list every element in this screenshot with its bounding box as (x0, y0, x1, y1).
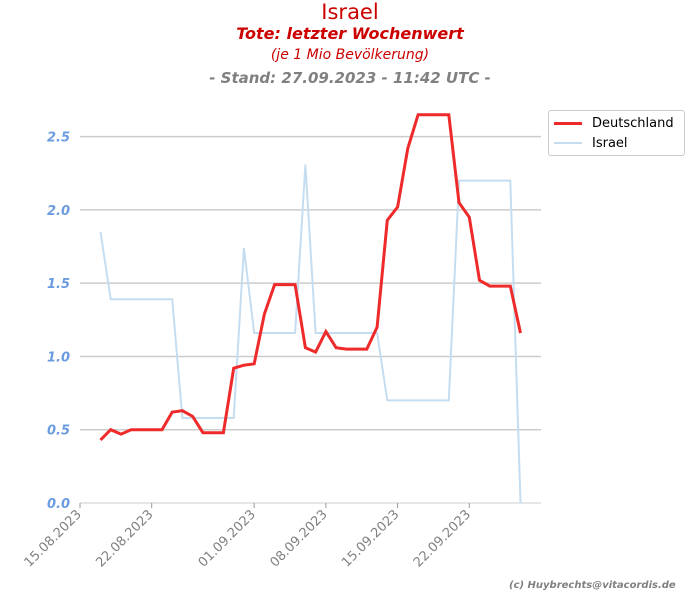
x-tick-label: 08.09.2023 (267, 507, 330, 570)
y-tick-label: 1.0 (47, 350, 70, 365)
x-tick-label: 22.08.2023 (93, 507, 156, 570)
chart-subtitle: Tote: letzter Wochenwert (236, 24, 464, 43)
legend-swatch-israel (554, 142, 582, 144)
legend: Deutschland Israel (548, 110, 685, 156)
legend-label-israel: Israel (592, 135, 628, 151)
y-tick-label: 2.0 (47, 204, 70, 219)
y-tick-label: 1.5 (47, 277, 70, 292)
series-line-deutschland (99, 113, 522, 442)
copyright-credit: (c) Huybrechts@vitacordis.de (509, 580, 676, 591)
chart-timestamp: - Stand: 27.09.2023 - 11:42 UTC - (209, 69, 491, 87)
chart-title: Israel (321, 0, 379, 24)
legend-item-israel: Israel (554, 134, 628, 152)
legend-swatch-deutschland (554, 121, 582, 125)
x-tick-label: 01.09.2023 (196, 507, 259, 570)
series-line-israel (99, 164, 522, 504)
legend-item-deutschland: Deutschland (554, 114, 674, 132)
x-tick-label: 22.09.2023 (411, 507, 474, 570)
y-tick-label: 2.5 (47, 131, 70, 146)
y-tick-label: 0.5 (47, 424, 70, 439)
chart-note: (je 1 Mio Bevölkerung) (270, 47, 430, 63)
x-tick-label: 15.08.2023 (22, 507, 85, 570)
y-tick-label: 0.0 (47, 497, 70, 512)
legend-label-deutschland: Deutschland (592, 115, 674, 131)
x-tick-label: 15.09.2023 (339, 507, 402, 570)
